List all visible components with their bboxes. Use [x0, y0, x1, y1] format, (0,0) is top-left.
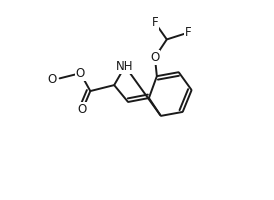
Text: NH: NH — [116, 60, 134, 73]
Text: O: O — [76, 67, 85, 80]
Text: F: F — [185, 26, 192, 39]
Text: F: F — [152, 16, 158, 29]
Text: O: O — [47, 73, 56, 86]
Text: O: O — [150, 51, 159, 64]
Text: O: O — [78, 103, 87, 116]
